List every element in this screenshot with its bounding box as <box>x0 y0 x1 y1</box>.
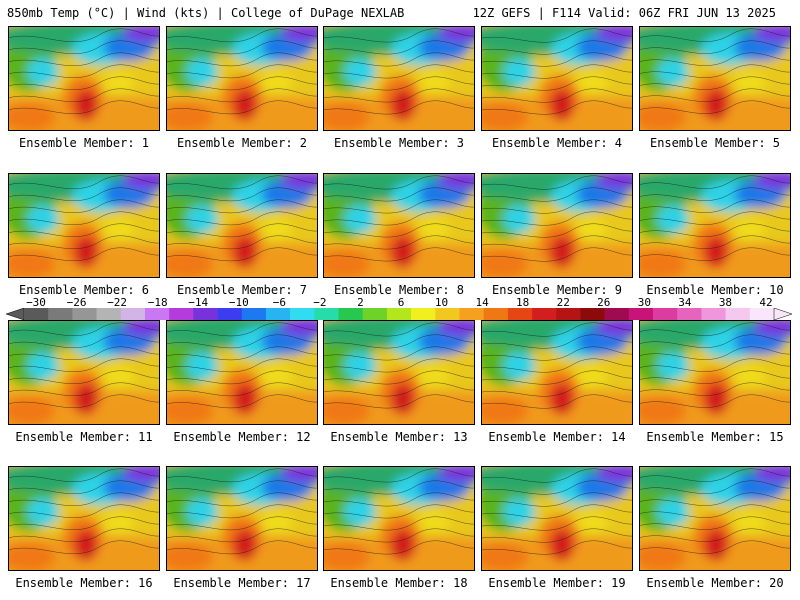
ensemble-member-map <box>8 466 160 571</box>
ensemble-member-caption: Ensemble Member: 4 <box>491 136 623 150</box>
colorbar-swatch <box>532 308 557 320</box>
colorbar-swatch <box>362 308 388 320</box>
colorbar-tick-label: 14 <box>475 296 489 309</box>
ensemble-member-map <box>639 466 791 571</box>
ensemble-member-map <box>323 320 475 425</box>
ensemble-member-caption: Ensemble Member: 14 <box>488 430 626 444</box>
colorbar-tick-label: −22 <box>107 296 128 309</box>
ensemble-member-map <box>166 466 318 571</box>
ensemble-member-map <box>166 173 318 278</box>
colorbar-swatch <box>556 308 581 320</box>
colorbar-swatch <box>314 308 339 320</box>
ensemble-member-caption: Ensemble Member: 5 <box>649 136 781 150</box>
colorbar-tick-label: 42 <box>759 296 773 309</box>
ensemble-member-caption: Ensemble Member: 9 <box>491 283 623 297</box>
ensemble-member-map <box>639 320 791 425</box>
colorbar-swatch <box>653 308 678 320</box>
colorbar-tick-label: −10 <box>228 296 249 309</box>
ensemble-member-map <box>8 26 160 131</box>
colorbar-tick-label: −2 <box>313 296 327 309</box>
ensemble-member-caption: Ensemble Member: 8 <box>333 283 465 297</box>
colorbar-swatch <box>48 308 73 320</box>
colorbar-swatch <box>96 308 122 320</box>
colorbar-swatch <box>725 308 751 320</box>
ensemble-member-caption: Ensemble Member: 10 <box>646 283 784 297</box>
colorbar-swatch <box>435 308 460 320</box>
colorbar-swatch <box>604 308 630 320</box>
ensemble-member-map <box>481 26 633 131</box>
colorbar-tick-label: −30 <box>26 296 46 309</box>
colorbar-swatch <box>628 308 654 320</box>
colorbar-swatch <box>217 308 243 320</box>
colorbar-tick-label: 10 <box>434 296 449 309</box>
colorbar-swatch <box>241 308 267 320</box>
colorbar-tick-label: −26 <box>66 296 87 309</box>
ensemble-member-map <box>323 26 475 131</box>
colorbar-min-arrow <box>6 308 25 320</box>
ensemble-member-map <box>323 466 475 571</box>
colorbar-swatch <box>749 308 775 320</box>
colorbar-swatch <box>459 308 484 320</box>
colorbar-swatch <box>265 308 291 320</box>
colorbar-tick-label: 30 <box>637 296 651 309</box>
colorbar-swatch <box>169 308 194 320</box>
ensemble-member-caption: Ensemble Member: 17 <box>173 576 311 590</box>
ensemble-member-caption: Ensemble Member: 3 <box>333 136 465 150</box>
ensemble-member-caption: Ensemble Member: 12 <box>173 430 311 444</box>
colorbar-swatch <box>386 308 412 320</box>
ensemble-member-caption: Ensemble Member: 2 <box>176 136 308 150</box>
ensemble-member-caption: Ensemble Member: 11 <box>15 430 153 444</box>
ensemble-member-caption: Ensemble Member: 15 <box>646 430 784 444</box>
ensemble-member-map <box>481 173 633 278</box>
colorbar-tick-label: 6 <box>397 296 405 309</box>
ensemble-member-map <box>639 26 791 131</box>
colorbar-swatch <box>72 308 97 320</box>
colorbar-swatch <box>144 308 170 320</box>
colorbar-swatch <box>193 308 218 320</box>
ensemble-member-map <box>481 320 633 425</box>
ensemble-member-caption: Ensemble Member: 16 <box>15 576 153 590</box>
ensemble-member-caption: Ensemble Member: 7 <box>176 283 308 297</box>
colorbar-swatch <box>483 308 509 320</box>
colorbar-swatch <box>290 308 315 320</box>
ensemble-member-caption: Ensemble Member: 1 <box>18 136 150 150</box>
colorbar-swatch <box>338 308 364 320</box>
colorbar-swatch <box>120 308 146 320</box>
colorbar-swatch <box>580 308 605 320</box>
ensemble-member-map <box>166 26 318 131</box>
colorbar-tick-label: 38 <box>718 296 733 309</box>
colorbar-max-arrow <box>773 308 792 320</box>
ensemble-member-caption: Ensemble Member: 18 <box>330 576 468 590</box>
ensemble-member-caption: Ensemble Member: 19 <box>488 576 626 590</box>
ensemble-member-map <box>8 320 160 425</box>
colorbar-tick-label: −18 <box>147 296 168 309</box>
colorbar-tick-label: 18 <box>516 296 530 309</box>
ensemble-member-map <box>323 173 475 278</box>
ensemble-member-caption: Ensemble Member: 20 <box>646 576 784 590</box>
colorbar-swatch <box>677 308 702 320</box>
ensemble-member-map <box>166 320 318 425</box>
ensemble-member-caption: Ensemble Member: 6 <box>18 283 150 297</box>
colorbar-tick-label: 34 <box>678 296 692 309</box>
colorbar-swatch <box>701 308 726 320</box>
temperature-colorbar <box>6 308 792 320</box>
colorbar-swatch <box>507 308 533 320</box>
colorbar-tick-label: −14 <box>188 296 209 309</box>
colorbar-tick-label: −6 <box>272 296 286 309</box>
colorbar-tick-label: 22 <box>556 296 570 309</box>
ensemble-member-caption: Ensemble Member: 13 <box>330 430 468 444</box>
colorbar-swatch <box>411 308 436 320</box>
model-run-info: 12Z GEFS | F114 Valid: 06Z FRI JUN 13 20… <box>472 6 776 20</box>
ensemble-member-map <box>481 466 633 571</box>
colorbar-swatch <box>24 308 49 320</box>
chart-title: 850mb Temp (°C) | Wind (kts) | College o… <box>7 6 405 20</box>
ensemble-member-map <box>8 173 160 278</box>
ensemble-member-map <box>639 173 791 278</box>
colorbar-tick-label: 26 <box>597 296 611 309</box>
colorbar-tick-label: 2 <box>357 296 364 309</box>
